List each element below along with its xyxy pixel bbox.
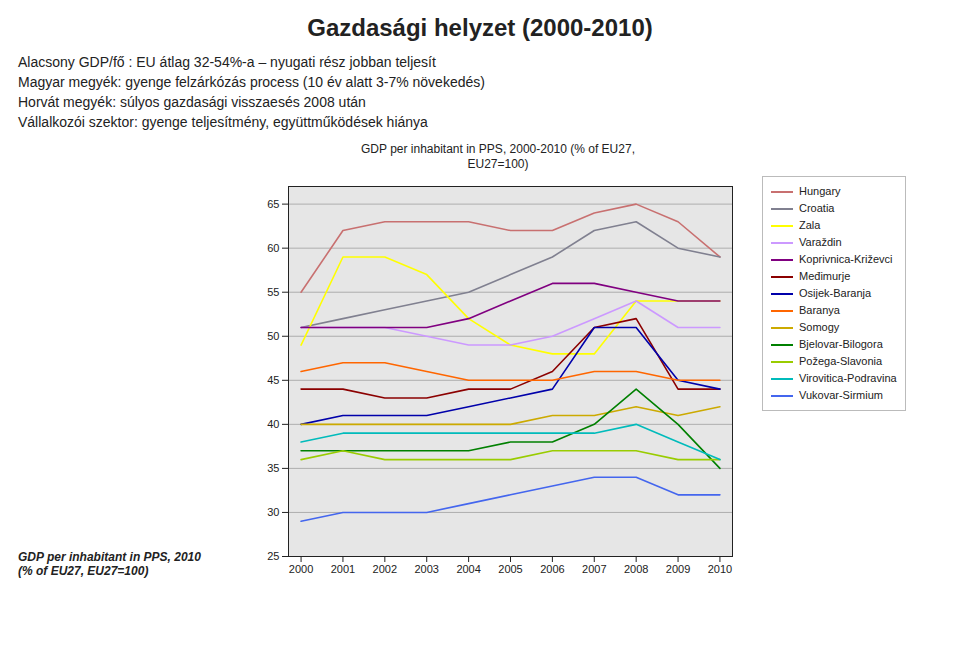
html-text:Vállalkozói szektor: gyenge te: Vállalkozói szektor: gyenge teljesítmény… xyxy=(18,114,428,130)
svg-text:30: 30 xyxy=(267,506,279,518)
html-text:Virovitica-Podravina: Virovitica-Podravina xyxy=(799,372,897,384)
html-text:Varaždin: Varaždin xyxy=(799,236,842,248)
svg-text:2006: 2006 xyxy=(540,563,564,575)
html-text:Hungary: Hungary xyxy=(799,185,841,197)
html-text:Croatia: Croatia xyxy=(799,202,835,214)
svg-text:45: 45 xyxy=(267,374,279,386)
html-text:Alacsony GDP/fő : EU átlag 32-: Alacsony GDP/fő : EU átlag 32-54%-a – ny… xyxy=(18,54,436,70)
svg-text:2010: 2010 xyxy=(708,563,732,575)
html-text:Međimurje: Međimurje xyxy=(799,270,851,282)
html-text:Zala: Zala xyxy=(799,219,821,231)
svg-text:35: 35 xyxy=(267,462,279,474)
svg-text:2002: 2002 xyxy=(373,563,397,575)
svg-text:2009: 2009 xyxy=(666,563,690,575)
html-text:Gazdasági helyzet (2000-2010): Gazdasági helyzet (2000-2010) xyxy=(307,14,653,41)
svg-text:50: 50 xyxy=(267,330,279,342)
svg-text:2001: 2001 xyxy=(331,563,355,575)
html-text:Bjelovar-Bilogora: Bjelovar-Bilogora xyxy=(799,338,883,350)
svg-text:2008: 2008 xyxy=(624,563,648,575)
html-text:Požega-Slavonia: Požega-Slavonia xyxy=(799,355,883,367)
html-text:Somogy: Somogy xyxy=(799,321,840,333)
svg-text:2007: 2007 xyxy=(582,563,606,575)
svg-text:55: 55 xyxy=(267,286,279,298)
html-text:Horvát megyék: súlyos gazdaság: Horvát megyék: súlyos gazdasági visszaes… xyxy=(18,94,366,110)
html-text:GDP per inhabitant in PPS, 200: GDP per inhabitant in PPS, 2000-2010 (% … xyxy=(361,142,635,171)
svg-text:60: 60 xyxy=(267,242,279,254)
html-text:Baranya: Baranya xyxy=(799,304,840,316)
html-text:Magyar megyék: gyenge felzárkó: Magyar megyék: gyenge felzárkózás proces… xyxy=(18,74,485,90)
html-text:GDP per inhabitant in PPS, 201: GDP per inhabitant in PPS, 2010 (% of EU… xyxy=(18,550,201,578)
svg-text:2003: 2003 xyxy=(414,563,438,575)
html-text:Osijek-Baranja: Osijek-Baranja xyxy=(799,287,872,299)
svg-text:2005: 2005 xyxy=(498,563,522,575)
svg-text:2004: 2004 xyxy=(456,563,480,575)
svg-text:65: 65 xyxy=(267,198,279,210)
svg-text:2000: 2000 xyxy=(289,563,313,575)
html-text:Koprivnica-Križevci: Koprivnica-Križevci xyxy=(799,253,893,265)
svg-text:40: 40 xyxy=(267,418,279,430)
svg-text:25: 25 xyxy=(267,550,279,562)
html-text:Vukovar-Sirmium: Vukovar-Sirmium xyxy=(799,389,883,401)
